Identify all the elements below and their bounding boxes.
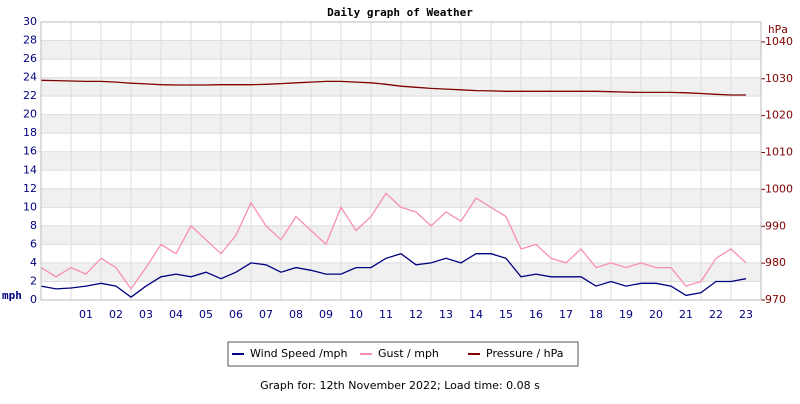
y2-tick-label: 1010	[765, 146, 793, 159]
x-tick-label: 06	[229, 308, 243, 321]
y-tick-label: 30	[23, 15, 37, 28]
x-tick-label: 20	[649, 308, 663, 321]
x-tick-label: 03	[139, 308, 153, 321]
x-tick-label: 11	[379, 308, 393, 321]
legend-label: Pressure / hPa	[486, 347, 564, 360]
y-tick-label: 12	[23, 182, 37, 195]
y2-tick-label: 1000	[765, 182, 793, 195]
x-tick-label: 13	[439, 308, 453, 321]
x-tick-label: 19	[619, 308, 633, 321]
y-tick-label: 14	[23, 163, 37, 176]
legend-label: Wind Speed /mph	[250, 347, 348, 360]
y-tick-label: 24	[23, 71, 37, 84]
x-tick-label: 07	[259, 308, 273, 321]
plot-border	[40, 21, 762, 301]
y-tick-label: 28	[23, 34, 37, 47]
x-tick-label: 21	[679, 308, 693, 321]
y2-tick-label: 990	[765, 219, 786, 232]
x-tick-label: 18	[589, 308, 603, 321]
legend-box	[227, 341, 579, 367]
plot-lines	[40, 79, 747, 299]
x-tick-label: 09	[319, 308, 333, 321]
x-tick-label: 15	[499, 308, 513, 321]
y-tick-label: 4	[30, 256, 37, 269]
series-line	[40, 192, 747, 291]
y-tick-label: 18	[23, 126, 37, 139]
x-tick-label: 22	[709, 308, 723, 321]
x-tick-label: 05	[199, 308, 213, 321]
y-axis-label: mph	[2, 289, 22, 302]
x-tick-label: 04	[169, 308, 183, 321]
y2-tick-label: 1040	[765, 35, 793, 48]
x-tick-label: 12	[409, 308, 423, 321]
y-tick-label: 2	[30, 274, 37, 287]
x-tick-label: 01	[79, 308, 93, 321]
y2-tick-label: 980	[765, 256, 786, 269]
x-tick-label: 16	[529, 308, 543, 321]
grid	[41, 21, 761, 301]
y-tick-label: 8	[30, 219, 37, 232]
x-tick-label: 23	[739, 308, 753, 321]
y2-tick-label: 1030	[765, 72, 793, 85]
y2-axis-label: hPa	[768, 23, 788, 36]
x-tick-label: 08	[289, 308, 303, 321]
x-tick-label: 14	[469, 308, 483, 321]
y2-tick-label: 970	[765, 293, 786, 306]
y-tick-label: 16	[23, 145, 37, 158]
y-tick-label: 22	[23, 89, 37, 102]
series-line	[40, 79, 746, 96]
y-tick-label: 20	[23, 108, 37, 121]
y-tick-label: 10	[23, 200, 37, 213]
x-tick-label: 02	[109, 308, 123, 321]
chart-title: Daily graph of Weather	[327, 6, 473, 19]
y2-tick-label: 1020	[765, 109, 793, 122]
y-tick-label: 26	[23, 52, 37, 65]
y-tick-label: 6	[30, 237, 37, 250]
footer: Graph for: 12th November 2022; Load time…	[260, 379, 540, 392]
x-tick-label: 10	[349, 308, 363, 321]
x-tick-label: 17	[559, 308, 573, 321]
series-line	[40, 252, 747, 299]
y-tick-label: 0	[30, 293, 37, 306]
legend-label: Gust / mph	[378, 347, 439, 360]
